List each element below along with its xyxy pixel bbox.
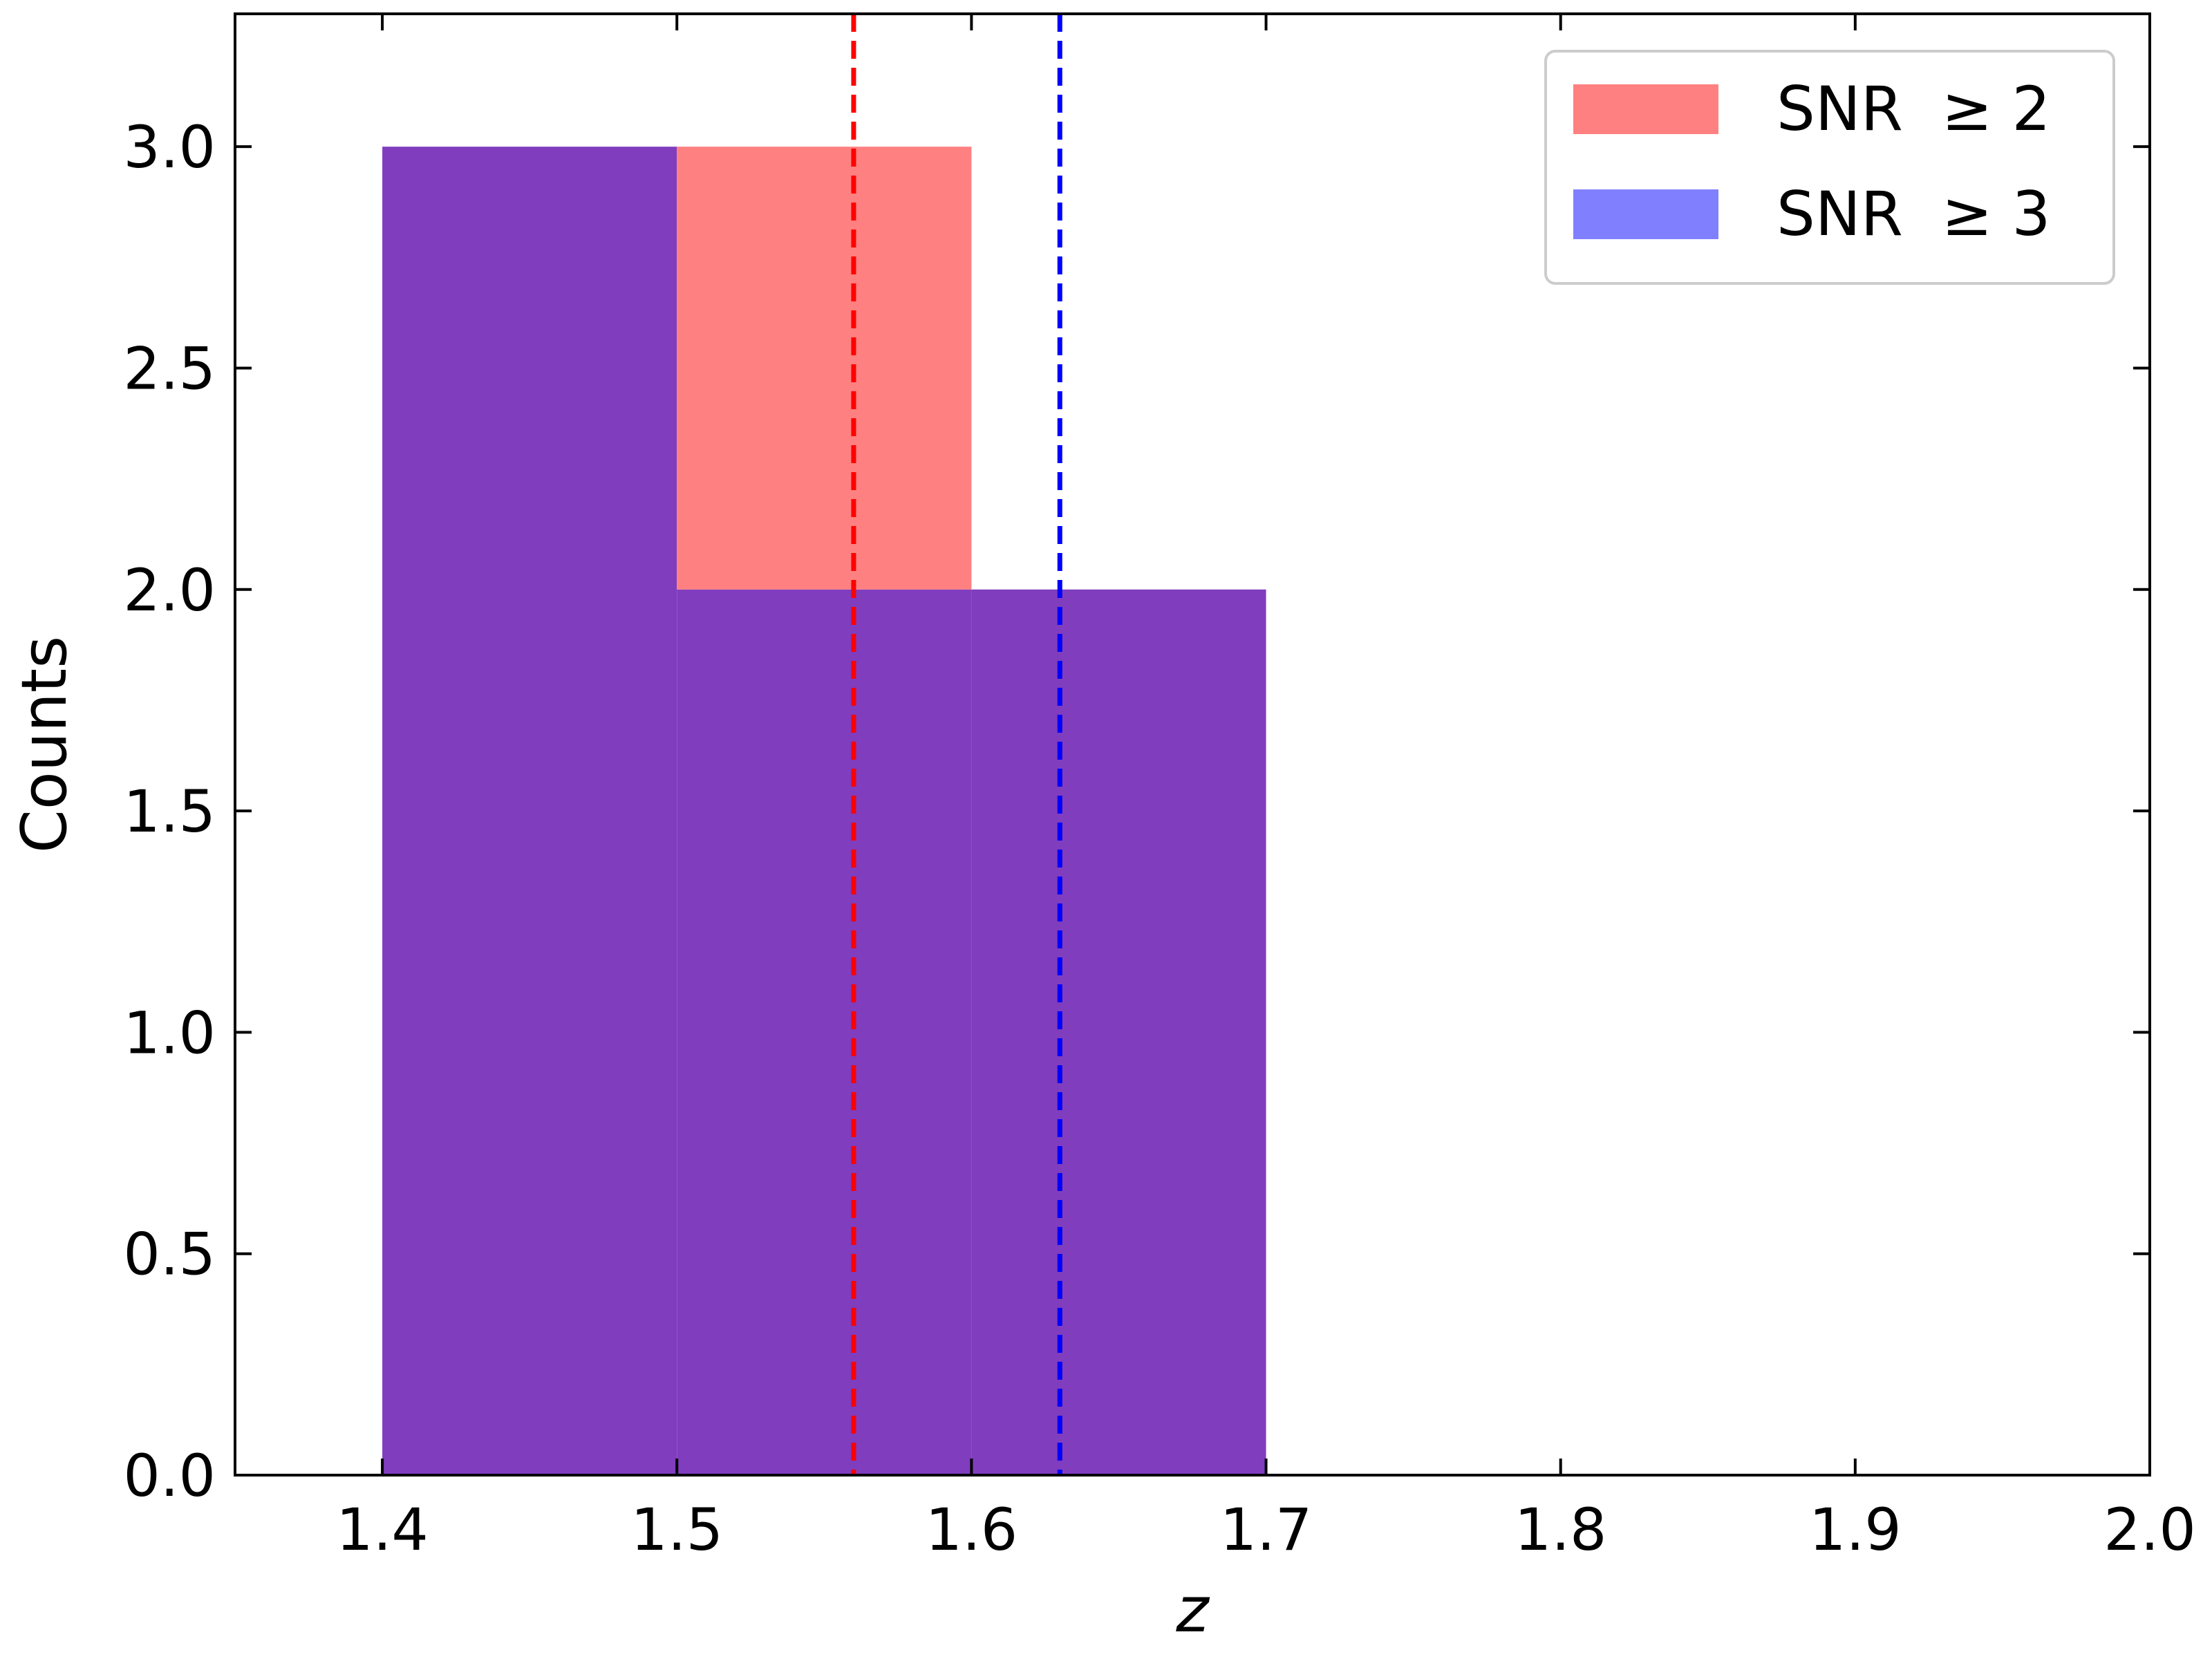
y-tick-label: 1.5 bbox=[123, 778, 216, 845]
x-axis-label: z bbox=[1175, 1574, 1210, 1647]
reference-lines-layer bbox=[851, 14, 1062, 1475]
bar-overlap bbox=[971, 589, 1266, 1476]
bars-layer bbox=[382, 147, 1266, 1476]
legend-label-snr3: SNR ≥ 3 bbox=[1777, 178, 2050, 250]
x-tick-label: 1.7 bbox=[1220, 1496, 1313, 1564]
legend-label-snr2: SNR ≥ 2 bbox=[1777, 73, 2050, 144]
legend: SNR ≥ 2 SNR ≥ 3 bbox=[1544, 50, 2115, 285]
bar-excess bbox=[677, 147, 972, 590]
x-tick-label: 2.0 bbox=[2103, 1496, 2196, 1564]
y-tick-label: 2.0 bbox=[123, 556, 216, 624]
legend-swatch-snr2 bbox=[1573, 84, 1718, 134]
y-tick-label: 0.0 bbox=[123, 1442, 216, 1510]
bar-overlap bbox=[677, 589, 972, 1476]
legend-swatch-snr3 bbox=[1573, 189, 1718, 239]
x-tick-label: 1.5 bbox=[630, 1496, 723, 1564]
y-tick-label: 2.5 bbox=[123, 335, 216, 402]
y-tick-label: 0.5 bbox=[123, 1221, 216, 1288]
y-axis-label: Counts bbox=[8, 636, 81, 853]
y-tick-label: 1.0 bbox=[123, 999, 216, 1067]
x-tick-label: 1.9 bbox=[1809, 1496, 1902, 1564]
ticks-layer: 1.4 1.5 1.6 1.7 1.8 1.9 2.0 0.0 0.5 1.0 1.5 2.0 2.5 3… bbox=[123, 14, 2196, 1564]
x-tick-label: 1.6 bbox=[926, 1496, 1018, 1564]
plot-frame bbox=[234, 12, 2151, 1477]
x-tick-label: 1.8 bbox=[1515, 1496, 1607, 1564]
y-tick-label: 3.0 bbox=[123, 113, 216, 181]
x-tick-label: 1.4 bbox=[336, 1496, 429, 1564]
bar-overlap bbox=[382, 147, 677, 1475]
